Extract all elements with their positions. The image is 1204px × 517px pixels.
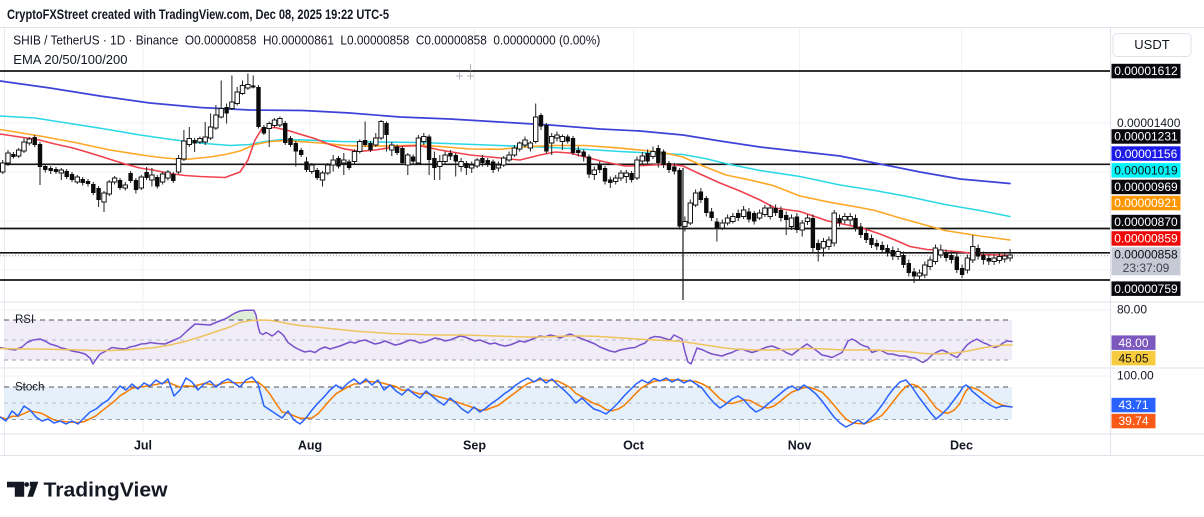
svg-text:0.00000870: 0.00000870: [1114, 215, 1178, 229]
svg-text:Nov: Nov: [788, 439, 812, 453]
svg-text:0.00000858: 0.00000858: [1114, 247, 1178, 261]
svg-text:Aug: Aug: [298, 439, 322, 453]
svg-text:39.74: 39.74: [1118, 414, 1148, 428]
svg-text:100.00: 100.00: [1117, 369, 1154, 383]
svg-text:45.05: 45.05: [1118, 351, 1148, 365]
svg-text:0.00000969: 0.00000969: [1114, 180, 1178, 194]
svg-text:Sep: Sep: [463, 439, 486, 453]
svg-text:0.00000759: 0.00000759: [1114, 282, 1178, 296]
svg-text:80.00: 80.00: [1117, 303, 1147, 317]
svg-text:Stoch: Stoch: [15, 382, 44, 394]
svg-text:Dec: Dec: [950, 439, 973, 453]
svg-text:SHIB / TetherUS · 1D · Binance: SHIB / TetherUS · 1D · Binance O0.000008…: [13, 33, 600, 48]
svg-text:0.00001231: 0.00001231: [1114, 130, 1178, 144]
svg-text:Oct: Oct: [623, 439, 645, 453]
svg-text:0.00001400: 0.00001400: [1117, 116, 1181, 130]
svg-text:EMA 20/50/100/200: EMA 20/50/100/200: [13, 52, 127, 67]
svg-text:USDT: USDT: [1134, 37, 1169, 52]
svg-text:0.00001019: 0.00001019: [1114, 164, 1178, 178]
svg-text:0.00000921: 0.00000921: [1114, 196, 1178, 210]
svg-text:0.00001612: 0.00001612: [1114, 64, 1178, 78]
svg-text:TradingView: TradingView: [44, 479, 168, 502]
svg-text:48.00: 48.00: [1118, 336, 1148, 350]
svg-text:23:37:09: 23:37:09: [1123, 261, 1170, 275]
svg-text:RSI: RSI: [15, 314, 34, 326]
svg-text:CryptoFXStreet created with Tr: CryptoFXStreet created with TradingView.…: [7, 6, 389, 22]
svg-text:43.71: 43.71: [1118, 398, 1148, 412]
svg-text:0.00001156: 0.00001156: [1115, 147, 1178, 161]
svg-text:Jul: Jul: [134, 439, 152, 453]
svg-text:0.00000859: 0.00000859: [1114, 232, 1178, 246]
